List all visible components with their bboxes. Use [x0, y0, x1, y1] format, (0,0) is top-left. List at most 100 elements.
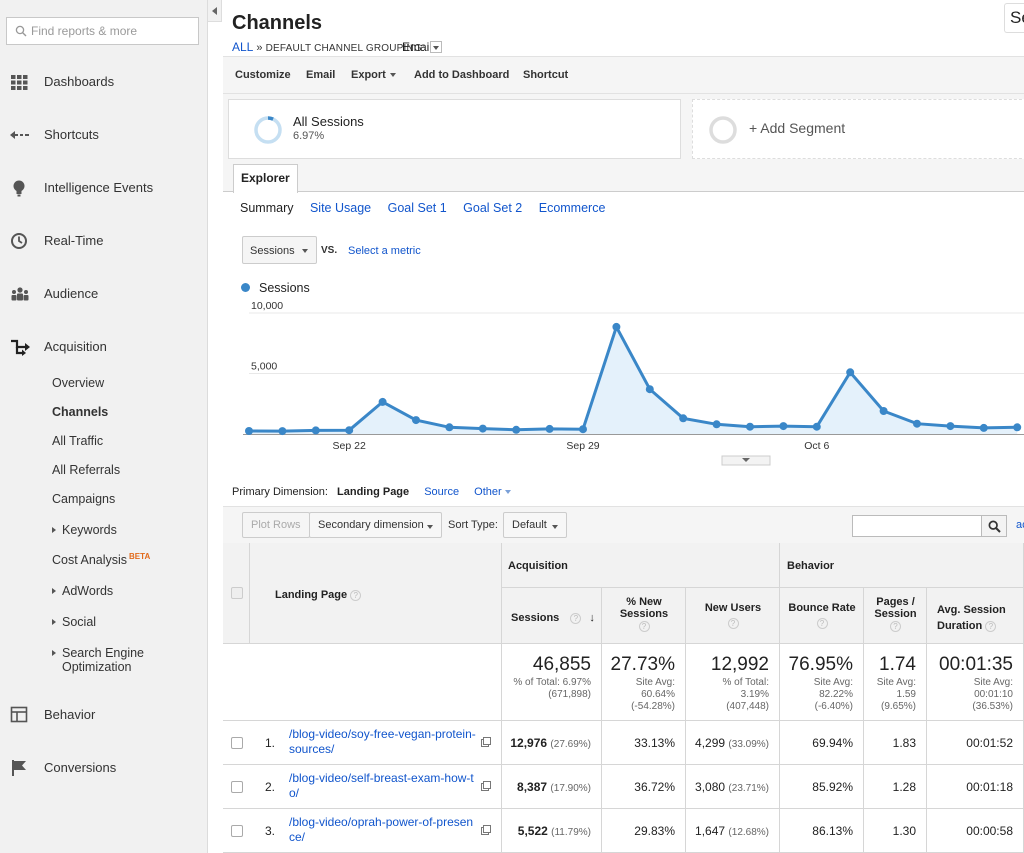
totals-new-sessions: 27.73% Site Avg: 60.64% (-54.28%) [602, 644, 686, 721]
subtab-summary[interactable]: Summary [240, 201, 294, 215]
totals-value: 00:01:35 [939, 654, 1013, 675]
row-checkbox[interactable] [231, 781, 243, 793]
row-new-users-cell: 4,299 (33.09%) [686, 721, 780, 765]
sub-adwords[interactable]: AdWords [52, 584, 113, 598]
add-to-dashboard-button[interactable]: Add to Dashboard [414, 69, 510, 81]
segment-name: All Sessions [293, 114, 364, 129]
bounce-rate-header[interactable]: Bounce Rate? [780, 588, 864, 644]
nav-behavior[interactable]: Behavior [0, 700, 207, 730]
top-right-control[interactable]: Se [1004, 3, 1024, 33]
sessions-header[interactable]: Sessions ? ↓ [502, 588, 602, 644]
sort-type-label: Sort Type: [448, 519, 498, 531]
sub-keywords[interactable]: Keywords [52, 523, 117, 537]
subtab-goal-set-2[interactable]: Goal Set 2 [463, 201, 523, 215]
customize-button[interactable]: Customize [235, 69, 291, 81]
sessions-header-label: Sessions ? ↓ [511, 612, 595, 624]
row-sessions-value: 8,387 [517, 780, 548, 794]
row-avg-duration-cell: 00:01:18 [927, 765, 1024, 809]
search-input[interactable] [31, 22, 191, 40]
subtab-site-usage[interactable]: Site Usage [309, 201, 372, 215]
chevron-down-icon [504, 490, 511, 494]
grouping-dropdown-button[interactable] [429, 41, 442, 53]
totals-sub-line: (9.65%) [880, 701, 916, 712]
secondary-dimension-dropdown[interactable]: Secondary dimension [309, 512, 442, 538]
sub-social[interactable]: Social [52, 615, 96, 629]
pages-session-header[interactable]: Pages / Session? [864, 588, 927, 644]
landing-page-header[interactable]: Landing Page ? [250, 543, 502, 644]
header-label: New Users [704, 602, 762, 614]
sub-campaigns[interactable]: Campaigns [52, 492, 116, 506]
totals-sub-line: (407,448) [726, 701, 769, 712]
primary-dimension-label: Primary Dimension: [232, 486, 328, 498]
primary-dimension-source[interactable]: Source [424, 486, 460, 498]
sub-overview[interactable]: Overview [52, 376, 105, 390]
sort-type-dropdown[interactable]: Default [503, 512, 567, 538]
breadcrumb-all-link[interactable]: ALL [232, 40, 254, 54]
nav-intelligence-events[interactable]: Intelligence Events [0, 173, 207, 203]
primary-dimension-landing-page[interactable]: Landing Page [337, 486, 410, 498]
nav-audience[interactable]: Audience [0, 279, 207, 309]
totals-avg-duration: 00:01:35 Site Avg: 00:01:10 (36.53%) [927, 644, 1024, 721]
acquisition-group-header: Acquisition [502, 543, 780, 588]
row-checkbox[interactable] [231, 825, 243, 837]
subtab-goal-set-1[interactable]: Goal Set 1 [387, 201, 447, 215]
avg-duration-header[interactable]: Avg. Session Duration ? [927, 588, 1024, 644]
open-external-icon[interactable] [481, 781, 491, 791]
row-new-sessions: 33.13% [634, 736, 675, 750]
row-pages-session: 1.28 [892, 780, 916, 794]
new-sessions-header[interactable]: % New Sessions? [602, 588, 686, 644]
open-external-icon[interactable] [481, 825, 491, 835]
row-landing-page-cell: 2. /blog-video/self-breast-exam-how-to/ [223, 765, 502, 809]
sub-cost-analysis[interactable]: Cost Analysis BETA [52, 552, 150, 567]
row-sessions-cell: 5,522 (11.79%) [502, 809, 602, 853]
nav-conversions[interactable]: Conversions [0, 753, 207, 783]
row-checkbox[interactable] [231, 737, 243, 749]
landing-page-link[interactable]: /blog-video/soy-free-vegan-protein-sourc… [289, 727, 476, 756]
totals-value: 1.74 [879, 654, 916, 675]
acquisition-arrows-icon [11, 339, 30, 356]
row-avg-duration: 00:01:52 [966, 736, 1013, 750]
nav-dashboards[interactable]: Dashboards [0, 67, 207, 97]
sub-all-traffic[interactable]: All Traffic [52, 434, 104, 448]
subtab-ecommerce[interactable]: Ecommerce [538, 201, 606, 215]
grouping-value: Email [401, 40, 432, 54]
collapse-sidebar-button[interactable] [208, 0, 222, 22]
row-avg-duration-cell: 00:01:52 [927, 721, 1024, 765]
export-button[interactable]: Export [351, 69, 396, 81]
select-metric-link[interactable]: Select a metric [348, 245, 421, 257]
row-new-users-value: 4,299 [695, 736, 726, 750]
segment-all-sessions[interactable]: All Sessions 6.97% [228, 99, 681, 159]
table-search-input[interactable] [852, 515, 982, 537]
new-users-header[interactable]: New Users? [686, 588, 780, 644]
totals-sub-line: 00:01:10 [974, 689, 1013, 700]
primary-dimension-other[interactable]: Other [474, 486, 511, 498]
add-segment-button[interactable]: + Add Segment [692, 99, 1024, 159]
select-all-checkbox[interactable] [231, 587, 243, 599]
shortcut-button[interactable]: Shortcut [523, 69, 569, 81]
sub-channels[interactable]: Channels [52, 405, 109, 419]
search-box[interactable] [6, 17, 199, 45]
metric-dropdown[interactable]: Sessions [242, 236, 317, 264]
data-point [478, 424, 487, 433]
row-new-users: 1,647 (12.68%) [695, 824, 769, 838]
avg-duration-header-label: Avg. Session Duration ? [937, 602, 1012, 634]
sub-all-referrals[interactable]: All Referrals [52, 463, 121, 477]
segment-percent: 6.97% [293, 130, 325, 142]
landing-page-link[interactable]: /blog-video/oprah-power-of-presence/ [289, 815, 474, 844]
nav-acquisition[interactable]: Acquisition [0, 332, 207, 362]
landing-page-link[interactable]: /blog-video/self-breast-exam-how-to/ [289, 771, 474, 800]
open-external-icon[interactable] [481, 737, 491, 747]
sub-seo[interactable]: Search Engine Optimization [52, 646, 144, 674]
table-search-button[interactable] [981, 515, 1007, 537]
expand-arrow-icon [52, 619, 56, 625]
data-point [946, 422, 955, 431]
select-all-cell [223, 543, 250, 644]
header-label: Bounce Rate [788, 602, 856, 614]
nav-shortcuts[interactable]: Shortcuts [0, 120, 207, 150]
email-button[interactable]: Email [306, 69, 336, 81]
nav-real-time[interactable]: Real-Time [0, 226, 207, 256]
advanced-link[interactable]: ac [1016, 519, 1024, 531]
tab-explorer[interactable]: Explorer [233, 164, 298, 193]
chevron-down-icon [552, 525, 558, 529]
plot-rows-button[interactable]: Plot Rows [242, 512, 310, 538]
